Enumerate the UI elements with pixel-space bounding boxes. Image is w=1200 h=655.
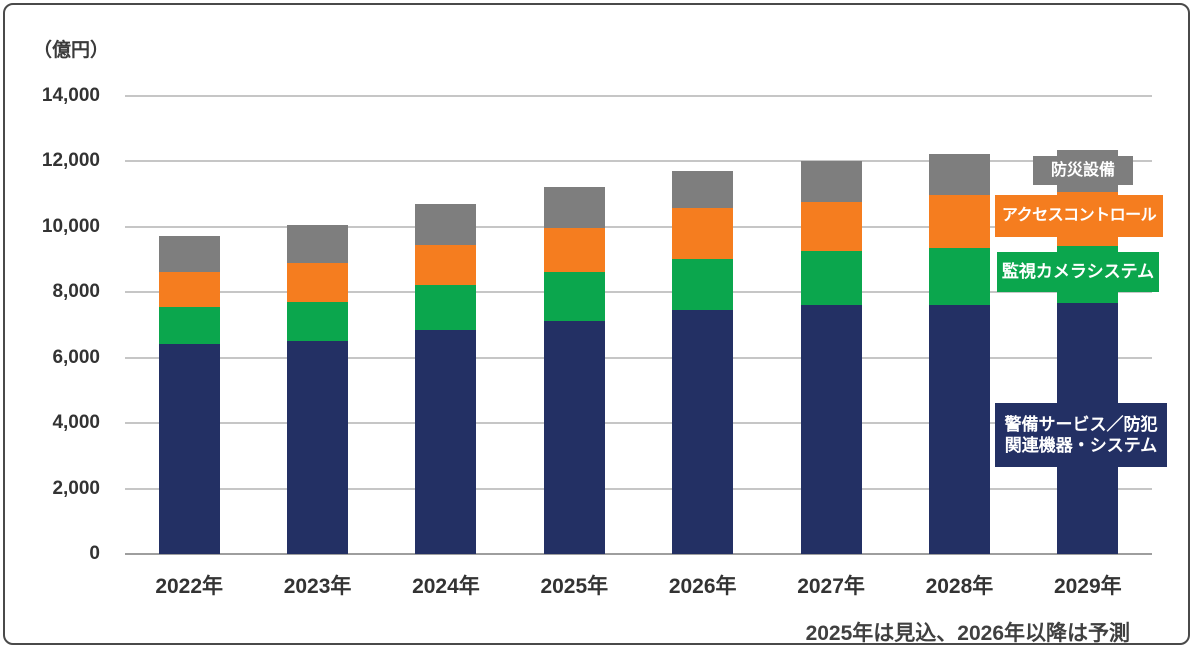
x-axis-label-2025年: 2025年	[540, 575, 609, 598]
y-tick-label-0: 0	[89, 543, 100, 564]
legend-security-services-label-line2: 関連機器・システム	[1004, 436, 1158, 455]
bar-segment-bousai-2027年	[800, 161, 862, 202]
bar-segment-camera-2025年	[543, 272, 605, 322]
x-axis-label-2024年: 2024年	[412, 575, 480, 598]
x-axis-label-2026年: 2026年	[668, 575, 737, 598]
bar-segment-access-2025年	[543, 228, 605, 273]
bar-segment-access-2027年	[800, 201, 862, 252]
legend-disaster-prevention-label: 防災設備	[1050, 161, 1115, 179]
bar-segment-bousai-2024年	[415, 203, 477, 245]
bar-segment-bousai-2026年	[672, 170, 734, 209]
legend-access-control-label: アクセスコントロール	[1001, 207, 1157, 224]
chart-frame: （億円） 0 2,000 4,000 6,000 8,000 10,000 12,000 14…	[3, 3, 1190, 645]
y-tick-label-12000: 12,000	[41, 150, 100, 171]
gridline-6000	[125, 356, 1152, 359]
x-axis-label-2023年: 2023年	[283, 575, 352, 598]
bar-segment-access-2028年	[928, 195, 990, 248]
bar-segment-camera-2023年	[287, 301, 349, 342]
x-axis-label-2022年: 2022年	[155, 575, 224, 598]
legend-disaster-prevention: 防災設備	[1033, 156, 1133, 185]
y-axis-unit-label: （億円）	[33, 40, 110, 61]
gridline-4000	[125, 422, 1152, 424]
gridline-10000	[125, 225, 1152, 228]
gridline-0	[125, 553, 1152, 555]
legend-access-control: アクセスコントロール	[995, 195, 1163, 237]
bar-segment-access-2023年	[287, 262, 349, 302]
legend-surveillance-camera: 監視カメラシステム	[997, 252, 1159, 292]
forecast-note: 2025年は見込、2026年以降は予測	[805, 622, 1130, 645]
y-tick-label-6000: 6,000	[52, 346, 100, 368]
bar-segment-keibi-2026年	[672, 310, 734, 554]
bar-segment-camera-2027年	[800, 251, 862, 306]
gridline-12000	[125, 160, 1152, 162]
bar-segment-keibi-2025年	[543, 321, 605, 554]
y-tick-label-4000: 4,000	[52, 412, 100, 433]
legend-security-services: 警備サービス／防犯 関連機器・システム	[995, 403, 1167, 467]
gridline-14000	[125, 94, 1152, 97]
y-tick-label-2000: 2,000	[52, 477, 100, 499]
x-axis-label-2027年: 2027年	[797, 575, 865, 598]
x-axis-label-2028年: 2028年	[925, 575, 994, 598]
bar-segment-camera-2028年	[928, 247, 990, 306]
bar-segment-keibi-2024年	[415, 329, 477, 554]
legend-surveillance-camera-label: 監視カメラシステム	[1001, 262, 1155, 282]
legend-security-services-label-line1: 警備サービス／防犯	[1004, 414, 1158, 434]
bar-segment-bousai-2022年	[158, 236, 220, 273]
x-axis-label-2029年: 2029年	[1053, 575, 1122, 598]
bar-segment-keibi-2023年	[287, 341, 349, 554]
bar-segment-camera-2024年	[415, 285, 477, 330]
bar-segment-keibi-2028年	[928, 305, 990, 554]
bar-segment-bousai-2028年	[928, 154, 990, 196]
bar-segment-camera-2022年	[158, 306, 220, 345]
bar-segment-access-2026年	[672, 208, 734, 260]
bar-segment-keibi-2027年	[800, 305, 862, 554]
y-tick-label-8000: 8,000	[52, 281, 100, 302]
plot-area: 0 2,000 4,000 6,000 8,000 10,000 12,000 14,000 2…	[5, 5, 1200, 655]
gridline-2000	[125, 487, 1152, 490]
bar-segment-access-2022年	[158, 272, 220, 307]
bar-segment-access-2024年	[415, 244, 477, 286]
bar-segment-bousai-2025年	[543, 187, 605, 229]
bar-segment-bousai-2023年	[287, 224, 349, 263]
y-tick-label-14000: 14,000	[41, 84, 100, 106]
gridline-8000	[125, 291, 1152, 293]
y-tick-label-10000: 10,000	[41, 215, 100, 237]
bar-segment-camera-2026年	[672, 259, 734, 310]
bar-segment-keibi-2022年	[158, 344, 220, 554]
